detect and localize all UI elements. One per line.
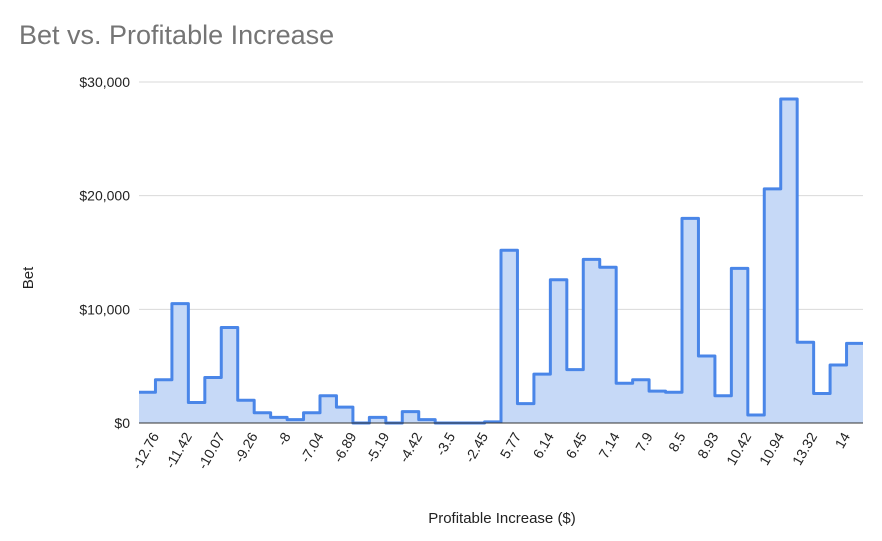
x-tick-label: 10.42 [723, 429, 754, 468]
x-tick-label: -5.19 [363, 429, 393, 465]
x-tick-label: -8 [274, 429, 294, 448]
x-tick-label: -2.45 [461, 429, 491, 465]
x-tick-label: 6.45 [562, 429, 590, 461]
y-axis-ticks: $0 $10,000 $20,000 $30,000 [79, 74, 130, 431]
x-tick-label: -11.42 [162, 429, 195, 471]
x-tick-label: 14 [831, 429, 853, 451]
x-tick-label: 7.9 [632, 429, 656, 454]
x-tick-label: -9.26 [231, 429, 261, 465]
y-tick-label: $30,000 [79, 74, 130, 90]
chart-title: Bet vs. Profitable Increase [19, 20, 335, 50]
x-tick-label: 6.14 [530, 429, 558, 461]
x-tick-label: -6.89 [330, 429, 360, 465]
x-tick-label: 7.14 [595, 429, 623, 461]
x-tick-label: 8.93 [694, 429, 722, 461]
y-axis-title: Bet [20, 266, 37, 289]
x-tick-label: 13.32 [789, 429, 820, 468]
x-axis-ticks: -12.76 -11.42 -10.07 -9.26 -8 -7.04 -6.89 -5.19… [128, 429, 853, 472]
x-tick-label: 5.77 [497, 429, 525, 461]
x-tick-label: 10.94 [756, 429, 787, 468]
y-tick-label: $20,000 [79, 188, 130, 204]
x-tick-label: -4.42 [395, 429, 425, 465]
x-tick-label: -10.07 [194, 429, 228, 472]
y-tick-label: $0 [114, 415, 130, 431]
x-tick-label: -3.5 [432, 429, 458, 458]
x-tick-label: -7.04 [297, 429, 327, 465]
x-axis-title: Profitable Increase ($) [428, 510, 576, 527]
x-tick-label: 8.5 [665, 429, 689, 454]
series-line [139, 97, 863, 425]
x-tick-label: -12.76 [128, 429, 162, 472]
y-tick-label: $10,000 [79, 301, 130, 317]
